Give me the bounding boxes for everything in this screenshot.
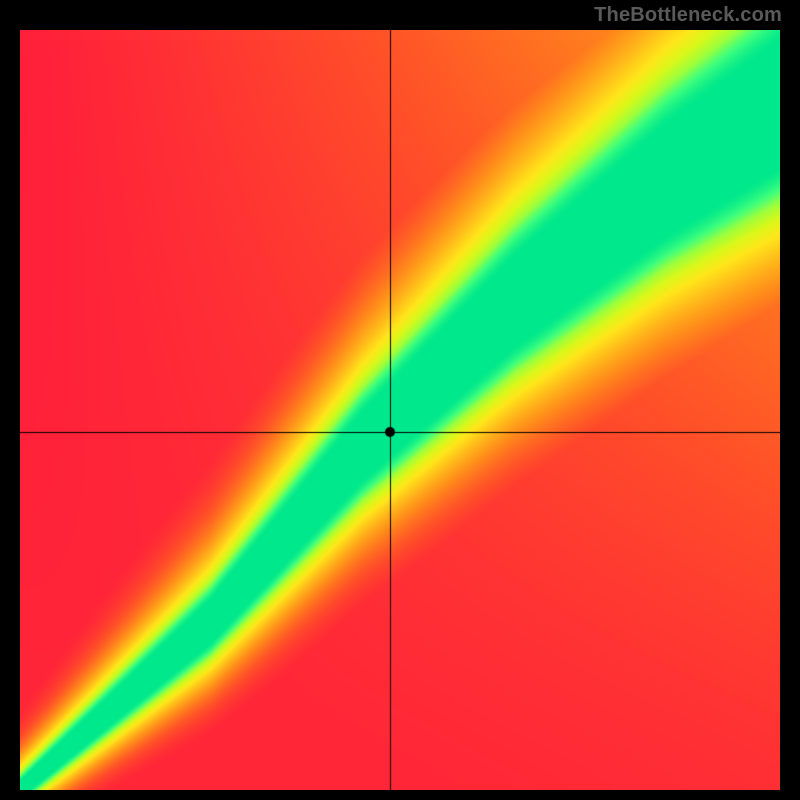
heatmap-canvas xyxy=(20,30,780,790)
watermark-text: TheBottleneck.com xyxy=(594,4,782,27)
chart-container: TheBottleneck.com xyxy=(0,0,800,800)
